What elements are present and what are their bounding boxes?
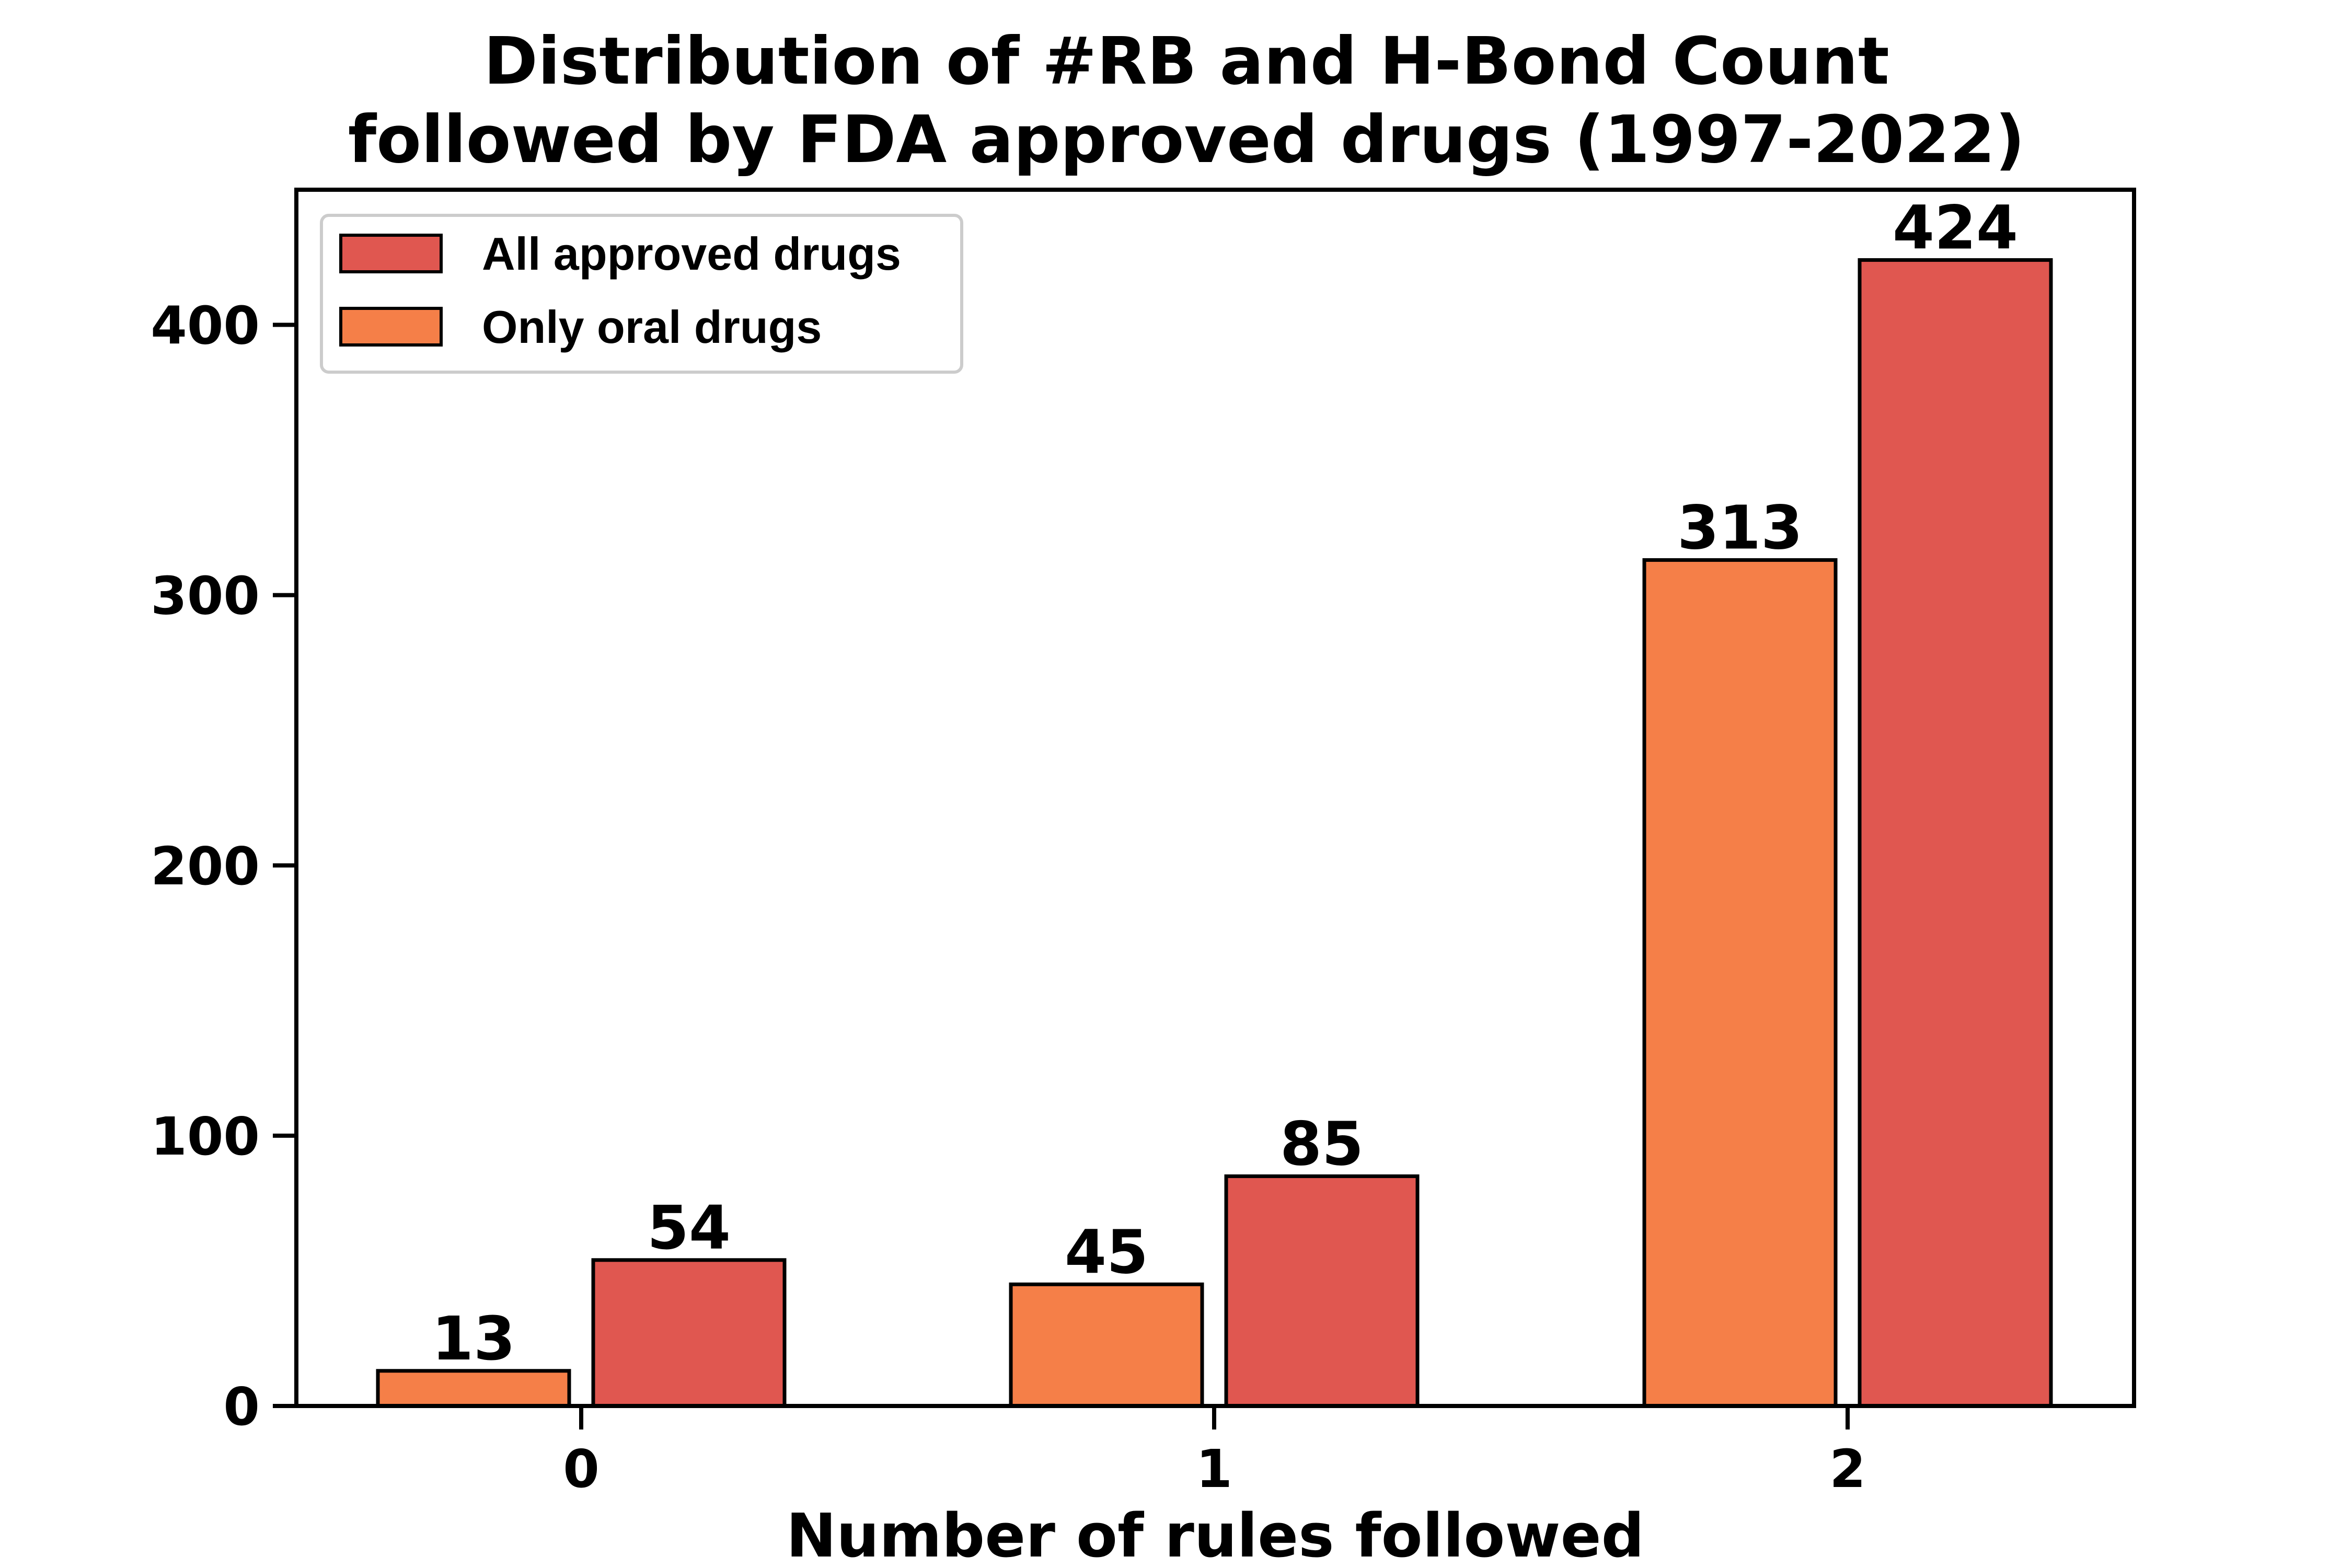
y-tick-label: 300: [151, 566, 260, 627]
bar-only-oral-drugs-0: [376, 1369, 571, 1408]
y-tick-label: 200: [151, 836, 260, 897]
bar-value-label: 54: [647, 1193, 731, 1263]
bar-value-label: 13: [432, 1304, 515, 1374]
y-tick-label: 0: [223, 1376, 260, 1437]
bar-value-label: 424: [1893, 193, 2018, 263]
y-tick-label: 400: [151, 295, 260, 356]
x-tick-label: 0: [563, 1438, 599, 1500]
bar-only-oral-drugs-1: [1009, 1282, 1204, 1408]
bar-value-label: 85: [1280, 1109, 1364, 1179]
chart-title: Distribution of #RB and H-Bond Countfoll…: [348, 24, 2025, 178]
legend: All approved drugs Only oral drugs: [320, 214, 963, 374]
bar-value-labels: 13 45 313 54 85 424: [432, 193, 2018, 1374]
bar-only-oral-drugs-2: [1642, 558, 1838, 1408]
y-tick-label: 100: [151, 1106, 260, 1167]
bar-all-approved-drugs-0: [591, 1258, 787, 1408]
legend-swatch: [339, 307, 443, 347]
x-axis: 0 1 2: [563, 1406, 1866, 1500]
legend-label: Only oral drugs: [482, 301, 822, 353]
bar-value-label: 313: [1677, 493, 1803, 563]
bar-all-approved-drugs-1: [1224, 1174, 1420, 1408]
x-tick-label: 2: [1829, 1438, 1866, 1500]
legend-swatch: [339, 234, 443, 273]
chart-title-line-1: Distribution of #RB and H-Bond Count: [483, 24, 1889, 99]
chart-title-line-2: followed by FDA approved drugs (1997-202…: [348, 102, 2025, 178]
legend-label: All approved drugs: [482, 228, 901, 280]
legend-box: [320, 214, 963, 374]
bar-all-approved-drugs-2: [1858, 258, 2053, 1408]
bar-value-label: 45: [1065, 1217, 1148, 1287]
bars: [376, 258, 2053, 1408]
x-tick-label: 1: [1196, 1438, 1232, 1500]
y-axis: 0 100 200 300 400: [151, 295, 296, 1437]
x-axis-label: Number of rules followed: [786, 1501, 1644, 1568]
